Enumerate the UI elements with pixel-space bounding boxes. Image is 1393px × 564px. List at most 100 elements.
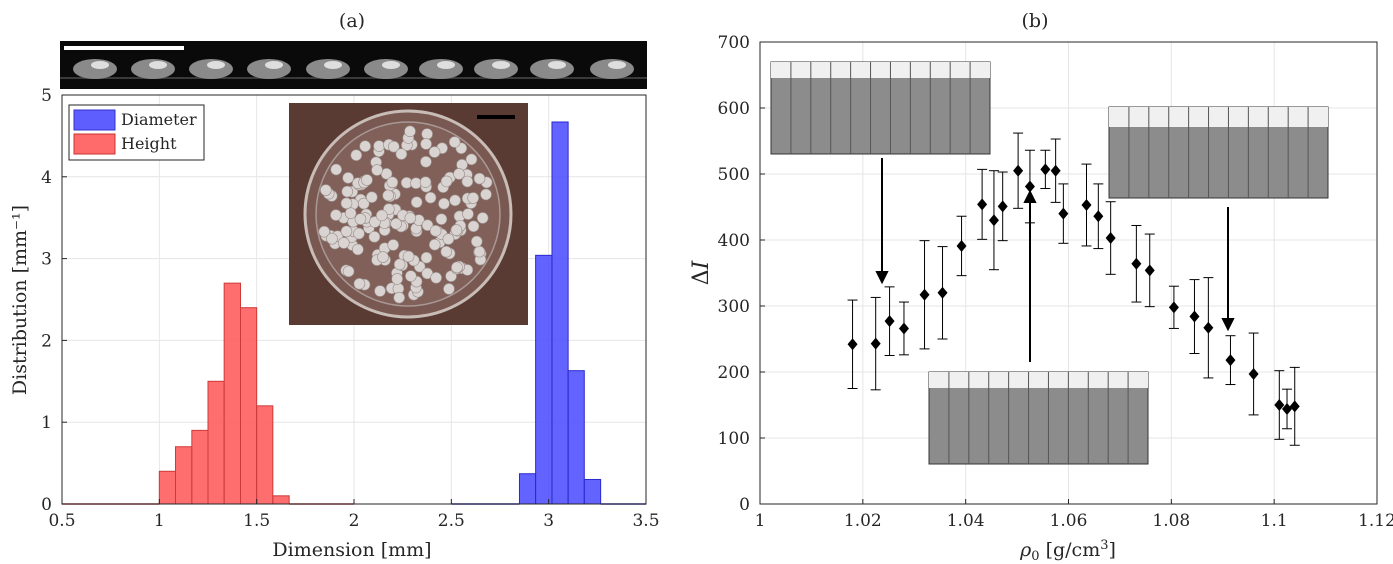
bead (424, 191, 437, 204)
diamond-marker (977, 198, 988, 211)
diamond-marker (870, 337, 881, 350)
panel-b-y-label: ΔI (689, 259, 714, 285)
bead (465, 153, 478, 166)
diamond-marker (1225, 354, 1236, 367)
bead (440, 245, 453, 258)
bead (326, 232, 338, 245)
panel-b-x-tick-label: 1.04 (947, 511, 985, 531)
bead (404, 125, 416, 138)
bead (402, 250, 415, 263)
data-point (1248, 332, 1259, 416)
diamond-marker (1289, 400, 1300, 413)
diamond-marker (1040, 163, 1051, 176)
bead (430, 272, 442, 284)
diamond-marker (1168, 301, 1179, 314)
panel-b-x-tick-label: 1 (755, 511, 766, 531)
legend-swatch-height (73, 133, 116, 155)
histogram-bar-diameter (535, 254, 553, 505)
bead (421, 219, 434, 231)
data-point (1050, 138, 1061, 203)
bead (366, 191, 378, 203)
panel-b-x-label: ρ0 [g/cm3] (1019, 538, 1116, 564)
petri-dish-beads (318, 125, 493, 304)
bead (405, 270, 417, 282)
panel-b-x-tick-label: 1.06 (1050, 511, 1088, 531)
drop-strip-inset (60, 41, 647, 89)
data-point (997, 171, 1008, 242)
bead (330, 163, 342, 176)
diamond-marker (1189, 310, 1200, 323)
bead (419, 176, 432, 188)
data-point (988, 170, 999, 271)
bead (451, 261, 463, 274)
bead (352, 243, 364, 256)
panel-b-y-tick-label: 200 (718, 363, 750, 383)
bead (420, 155, 432, 168)
panel-a-x-tick-label: 0.5 (48, 511, 75, 531)
panel-a-histogram: 0.5 1 1.5 2 2.5 3 3.5 0 1 2 3 4 5 Diameter Height Di… (9, 41, 660, 561)
bead (470, 235, 483, 248)
bead (353, 227, 365, 240)
panel-a-y-tick-label: 5 (41, 86, 52, 106)
bead (435, 213, 448, 225)
bead (453, 168, 465, 180)
bead (377, 251, 389, 263)
bead (388, 140, 400, 153)
bead (342, 172, 354, 184)
panel-b-x-tick-label: 1.12 (1358, 511, 1393, 531)
histogram-bar-height (191, 429, 209, 505)
bead (462, 208, 474, 220)
data-point (919, 240, 930, 350)
histogram-bar-height (223, 282, 242, 505)
histogram-bar-diameter (567, 370, 585, 505)
bead (354, 213, 367, 225)
bead (350, 149, 363, 161)
data-point (1105, 201, 1116, 275)
bead (438, 197, 450, 210)
panel-b-y-tick-label: 700 (718, 33, 750, 53)
data-point (1058, 183, 1069, 244)
bead (359, 140, 371, 153)
data-point (1024, 149, 1035, 224)
diamond-marker (1144, 264, 1155, 277)
panel-b-y-tick-label: 400 (718, 231, 750, 251)
panel-a-y-label: Distribution [mm⁻¹] (9, 205, 31, 395)
diamond-marker (1058, 207, 1069, 220)
inset-photo-bottom-center (928, 371, 1149, 465)
data-point (1203, 277, 1214, 379)
panel-a-x-tick-label: 2.5 (438, 511, 465, 531)
bead (341, 185, 354, 198)
bead (353, 277, 366, 290)
drop-strip-scale-bar (64, 46, 184, 50)
bead (368, 231, 381, 243)
histogram-bar-diameter (551, 121, 569, 505)
bead (338, 237, 350, 249)
panel-a-y-tick-label: 2 (41, 331, 52, 351)
data-point (956, 215, 967, 277)
bead (467, 220, 480, 233)
bead (340, 225, 353, 238)
legend-label-height: Height (121, 134, 177, 153)
diamond-marker (956, 239, 967, 252)
bead (448, 136, 461, 148)
bead (450, 224, 463, 236)
diamond-marker (1081, 199, 1092, 212)
bead (374, 285, 386, 297)
bead (461, 175, 474, 188)
data-point (1168, 285, 1179, 329)
bead (442, 233, 455, 245)
bead (382, 189, 394, 202)
panel-b-ticks: 1 1.02 1.04 1.06 1.08 1.1 1.12 0 100 200 300 400 500… (718, 33, 1393, 531)
annotation-arrows (875, 158, 1235, 362)
bead (393, 258, 406, 271)
panel-a-x-tick-label: 3 (543, 511, 554, 531)
bead (420, 138, 432, 150)
bead (373, 140, 385, 152)
diamond-marker (988, 214, 999, 227)
panel-a-x-label: Dimension [mm] (272, 539, 431, 561)
bead (320, 184, 332, 196)
histogram-bar-diameter (583, 478, 602, 505)
histogram-bar-height (256, 405, 274, 505)
histogram-bar-height (272, 495, 290, 505)
diamond-marker (1131, 257, 1142, 270)
